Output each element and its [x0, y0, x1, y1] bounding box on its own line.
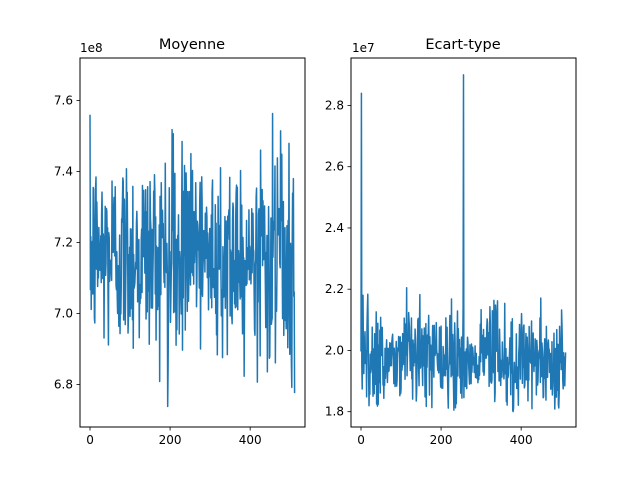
moyenne-panel: Moyenne 1e8 0 200 400 6.8 7.0 7.2 7.4 7.6	[54, 37, 305, 447]
ecart-type-x-tick-label: 0	[357, 433, 365, 447]
ecart-type-y-tick-label: 2.0	[325, 343, 344, 357]
ecart-type-x-tick-label: 200	[430, 433, 453, 447]
moyenne-x-tick-label: 400	[239, 433, 262, 447]
ecart-type-title: Ecart-type	[425, 37, 500, 53]
ecart-type-y-tick-label: 2.2	[325, 282, 344, 296]
ecart-type-panel: Ecart-type 1e7 0 200 400 1.8 2.0 2.2 2.4 2.6 2.8	[325, 37, 576, 447]
moyenne-y-tick-label: 7.2	[54, 236, 73, 250]
moyenne-x-tick-label: 0	[86, 433, 94, 447]
ecart-type-series-line	[361, 75, 566, 412]
moyenne-series-line	[90, 113, 295, 406]
moyenne-x-tick-label: 200	[159, 433, 182, 447]
ecart-type-y-tick-label: 2.4	[325, 221, 344, 235]
ecart-type-x-tick-label: 400	[510, 433, 533, 447]
ecart-type-y-tick-label: 2.6	[325, 160, 344, 174]
ecart-type-y-tick-label: 1.8	[325, 405, 344, 419]
ecart-type-offset-label: 1e7	[352, 41, 375, 55]
ecart-type-y-tick-label: 2.8	[325, 98, 344, 112]
moyenne-title: Moyenne	[159, 37, 225, 53]
moyenne-y-tick-label: 7.4	[54, 165, 73, 179]
moyenne-offset-label: 1e8	[80, 41, 103, 55]
moyenne-y-tick-label: 7.6	[54, 94, 73, 108]
moyenne-y-tick-label: 7.0	[54, 306, 73, 320]
moyenne-y-tick-label: 6.8	[54, 377, 73, 391]
